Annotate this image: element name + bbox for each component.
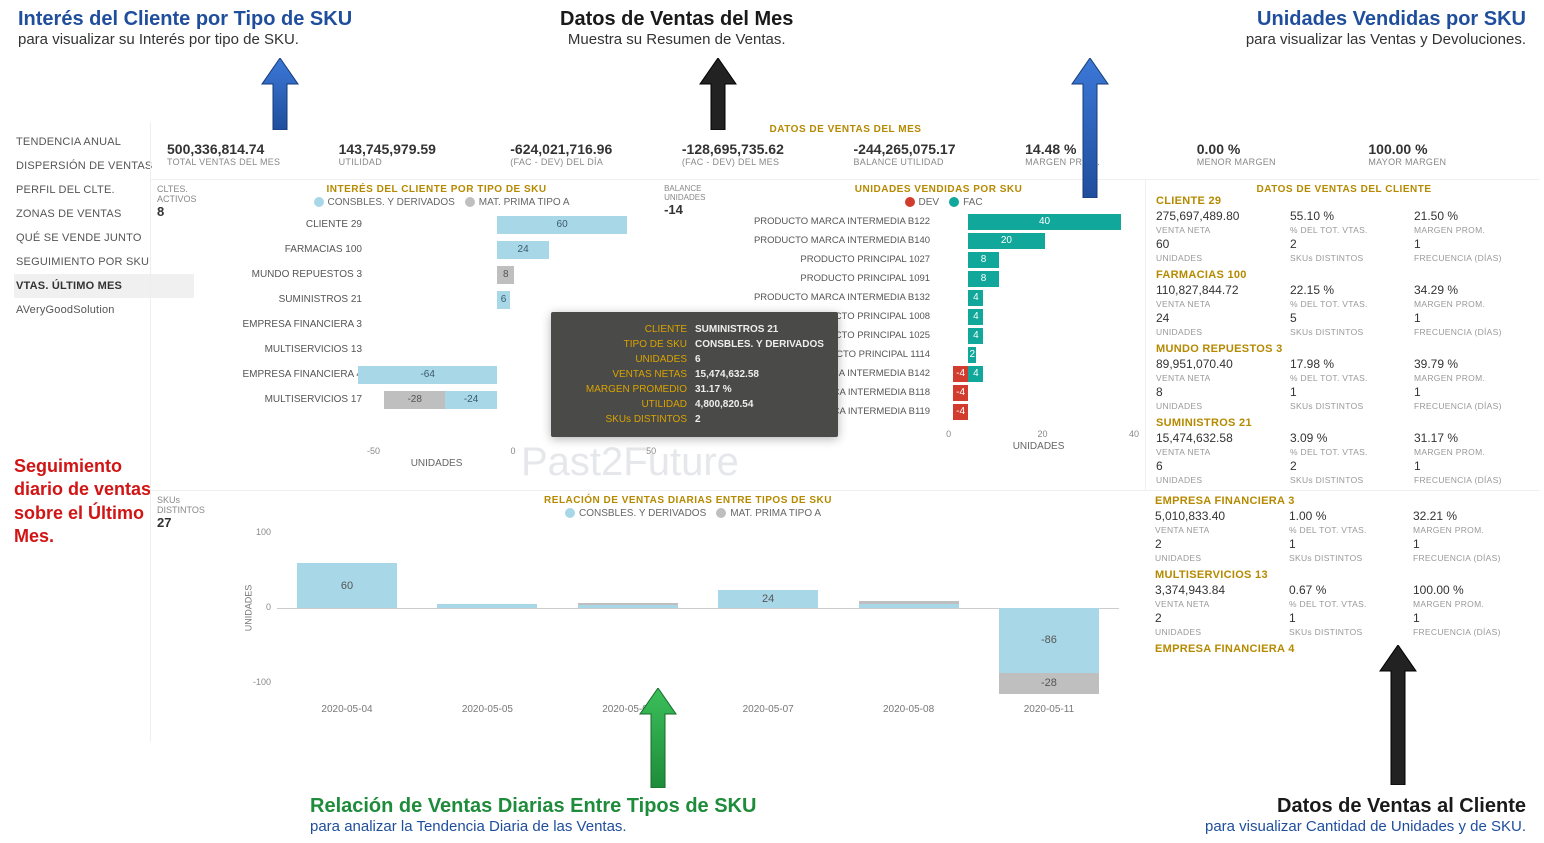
- col-cltes-activos: CLTES. ACTIVOS 8: [151, 180, 211, 490]
- arrow-blue-right: [1070, 58, 1110, 198]
- client-block[interactable]: MULTISERVICIOS 13 3,374,943.840.67 %100.…: [1155, 569, 1532, 643]
- client-block[interactable]: EMPRESA FINANCIERA 4: [1155, 643, 1532, 663]
- daily-col[interactable]: -86-28: [979, 533, 1119, 683]
- tooltip: CLIENTESUMINISTROS 21TIPO DE SKUCONSBLES…: [551, 312, 838, 437]
- kpi: 500,336,814.74TOTAL VENTAS DEL MES: [161, 139, 333, 169]
- bottom-row: SKUs DISTINTOS 27 RELACIÓN DE VENTAS DIA…: [151, 490, 1540, 730]
- kpi-header-title: DATOS DE VENTAS DEL MES: [151, 122, 1540, 135]
- daily-col[interactable]: 24: [698, 533, 838, 683]
- dashboard: DATOS DE VENTAS DEL MES 500,336,814.74TO…: [150, 122, 1540, 742]
- hbar-row[interactable]: CLIENTE 2960: [367, 212, 656, 237]
- daily-col[interactable]: [839, 533, 979, 683]
- annotation-bottom-mid: Relación de Ventas Diarias Entre Tipos d…: [310, 795, 756, 835]
- sku-row[interactable]: PRODUCTO MARCA INTERMEDIA B1324: [738, 288, 1139, 307]
- kpi: 0.00 %MENOR MARGEN: [1191, 139, 1363, 169]
- daily-col[interactable]: [417, 533, 557, 683]
- mid-row: CLTES. ACTIVOS 8 INTERÉS DEL CLIENTE POR…: [151, 180, 1540, 490]
- annotation-top-left: Interés del Cliente por Tipo de SKU para…: [18, 8, 352, 48]
- arrow-black-bottom: [1378, 645, 1418, 785]
- client-block[interactable]: EMPRESA FINANCIERA 3 5,010,833.401.00 %3…: [1155, 495, 1532, 569]
- kpi-row: 500,336,814.74TOTAL VENTAS DEL MES143,74…: [151, 135, 1540, 180]
- sku-row[interactable]: PRODUCTO MARCA INTERMEDIA B14020: [738, 231, 1139, 250]
- annotation-top-mid: Datos de Ventas del Mes Muestra su Resum…: [560, 8, 793, 48]
- chart-daily[interactable]: RELACIÓN DE VENTAS DIARIAS ENTRE TIPOS D…: [231, 491, 1145, 730]
- kpi: 100.00 %MAYOR MARGEN: [1362, 139, 1534, 169]
- kpi: 143,745,979.59UTILIDAD: [333, 139, 505, 169]
- kpi: -244,265,075.17BALANCE UTILIDAD: [848, 139, 1020, 169]
- client-block[interactable]: CLIENTE 29 275,697,489.8055.10 %21.50 % …: [1156, 195, 1532, 269]
- sku-row[interactable]: PRODUCTO PRINCIPAL 10918: [738, 269, 1139, 288]
- sku-row[interactable]: PRODUCTO PRINCIPAL 10278: [738, 250, 1139, 269]
- client-sales-panel-cont: EMPRESA FINANCIERA 3 5,010,833.401.00 %3…: [1145, 491, 1540, 730]
- kpi: -624,021,716.96(FAC - DEV) DEL DÍA: [504, 139, 676, 169]
- client-block[interactable]: FARMACIAS 100 110,827,844.7222.15 %34.29…: [1156, 269, 1532, 343]
- hbar-row[interactable]: SUMINISTROS 216: [367, 287, 656, 312]
- client-sales-panel: DATOS DE VENTAS DEL CLIENTE CLIENTE 29 2…: [1145, 180, 1540, 490]
- daily-col[interactable]: [558, 533, 698, 683]
- client-block[interactable]: MUNDO REPUESTOS 3 89,951,070.4017.98 %39…: [1156, 343, 1532, 417]
- kpi: -128,695,735.62(FAC - DEV) DEL MES: [676, 139, 848, 169]
- arrow-blue-left: [260, 58, 300, 130]
- col-skus-distintos: SKUs DISTINTOS 27: [151, 491, 231, 730]
- legend-interes: CONSBLES. Y DERIVADOSMAT. PRIMA TIPO A: [217, 195, 656, 212]
- client-block[interactable]: SUMINISTROS 21 15,474,632.583.09 %31.17 …: [1156, 417, 1532, 490]
- hbar-row[interactable]: FARMACIAS 10024: [367, 237, 656, 262]
- annotation-left-red: Seguimiento diario de ventas sobre el Úl…: [14, 455, 154, 549]
- legend-daily: CONSBLES. Y DERIVADOSMAT. PRIMA TIPO A: [237, 506, 1139, 523]
- daily-col[interactable]: 60: [277, 533, 417, 683]
- annotation-top-right: Unidades Vendidas por SKU para visualiza…: [1246, 8, 1526, 48]
- arrow-green-bottom: [638, 688, 678, 788]
- arrow-black-mid: [698, 58, 738, 130]
- annotation-bottom-right: Datos de Ventas al Cliente para visualiz…: [1205, 795, 1526, 835]
- sku-row[interactable]: PRODUCTO MARCA INTERMEDIA B12240: [738, 212, 1139, 231]
- hbar-row[interactable]: MUNDO REPUESTOS 38: [367, 262, 656, 287]
